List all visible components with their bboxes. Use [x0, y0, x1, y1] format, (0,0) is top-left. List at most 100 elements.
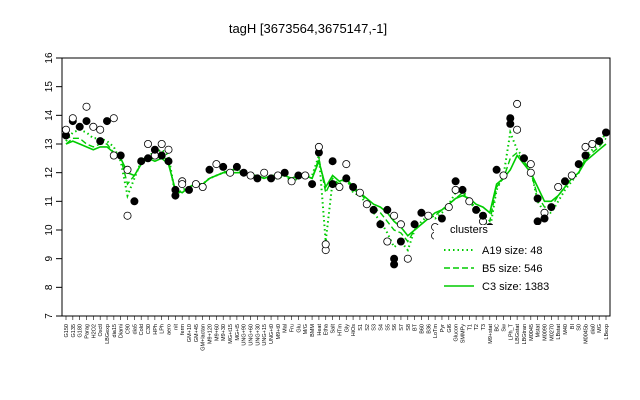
- data-point-filled: [205, 165, 214, 174]
- x-tick-label: S2: [365, 324, 371, 331]
- data-point-open: [444, 203, 453, 212]
- x-tick-label: Salt: [331, 324, 337, 334]
- y-tick-label: 10: [44, 224, 55, 236]
- data-point-filled: [396, 237, 405, 246]
- data-point-filled: [157, 151, 166, 160]
- x-tick-label: BI: [570, 324, 576, 330]
- data-point-filled: [308, 180, 317, 189]
- legend-entry-label: C3 size: 1383: [482, 281, 549, 293]
- x-tick-label: H2O2: [91, 324, 97, 338]
- x-tick-label: Fru: [290, 324, 296, 332]
- x-tick-label: M9+120: [208, 324, 214, 344]
- data-point-filled: [547, 203, 556, 212]
- x-tick-label: Oxctl: [98, 324, 104, 337]
- data-point-filled: [472, 205, 481, 214]
- y-tick-label: 7: [44, 313, 55, 319]
- data-point-open: [335, 182, 344, 191]
- data-point-open: [287, 177, 296, 186]
- data-point-filled: [561, 177, 570, 186]
- data-point-open: [355, 188, 364, 197]
- data-point-open: [62, 125, 71, 134]
- data-point-open: [123, 211, 132, 220]
- data-point-filled: [253, 174, 262, 183]
- x-tick-label: M0090: [542, 324, 548, 341]
- data-point-filled: [451, 177, 460, 186]
- data-point-filled: [506, 119, 515, 128]
- data-point-filled: [239, 168, 248, 177]
- x-tick-label: nit: [173, 324, 179, 330]
- data-point-filled: [492, 165, 501, 174]
- x-tick-label: GM+lactan: [201, 324, 207, 351]
- data-point-open: [178, 180, 187, 189]
- x-tick-label: T1: [467, 324, 473, 330]
- x-tick-label: G180: [78, 324, 84, 337]
- x-tick-label: Cold: [139, 324, 145, 335]
- data-point-filled: [458, 185, 467, 194]
- data-point-filled: [171, 191, 180, 200]
- x-tick-label: dia5: [132, 324, 138, 334]
- x-tick-label: HiOs: [351, 324, 357, 336]
- x-tick-label: dia15: [112, 324, 118, 337]
- x-tick-label: M9+t0: [276, 324, 282, 339]
- data-point-open: [526, 168, 535, 177]
- y-tick-label: 12: [44, 167, 55, 179]
- series-line-b5: [65, 137, 607, 243]
- data-point-open: [164, 145, 173, 154]
- x-tick-label: Mal: [283, 324, 289, 333]
- data-point-open: [96, 125, 105, 134]
- x-tick-label: Pyr: [440, 324, 446, 332]
- x-tick-label: GM+45: [194, 324, 200, 342]
- data-point-filled: [595, 137, 604, 146]
- x-tick-label: UNG+30: [255, 324, 261, 346]
- data-point-filled: [130, 197, 139, 206]
- x-tick-label: T2: [474, 324, 480, 330]
- data-point-open: [396, 220, 405, 229]
- x-tick-label: M9+stat: [488, 324, 494, 344]
- data-point-filled: [103, 117, 112, 126]
- y-tick-label: 13: [44, 138, 55, 150]
- x-tick-label: M0045b: [583, 324, 589, 344]
- data-point-filled: [533, 194, 542, 203]
- x-tick-label: LBGexp: [105, 324, 111, 344]
- x-tick-label: S0: [577, 324, 583, 331]
- x-tick-label: MG: [597, 324, 603, 333]
- data-point-open: [526, 160, 535, 169]
- data-point-filled: [574, 160, 583, 169]
- x-tick-label: M0045: [529, 324, 535, 341]
- x-tick-label: UNG+90: [242, 324, 248, 346]
- x-tick-label: LBstat: [556, 324, 562, 340]
- x-tick-label: M0270: [549, 324, 555, 341]
- data-point-filled: [150, 145, 159, 154]
- data-point-open: [383, 237, 392, 246]
- data-point-filled: [116, 151, 125, 160]
- data-point-filled: [328, 180, 337, 189]
- data-point-open: [321, 240, 330, 249]
- x-tick-label: SMMPy: [460, 324, 466, 344]
- data-point-filled: [280, 168, 289, 177]
- data-point-filled: [294, 171, 303, 180]
- legend: clusters A19 size: 48 B5 size: 546 C3 size…: [434, 224, 584, 298]
- series-line-c3: [65, 140, 607, 237]
- x-tick-label: S6: [392, 324, 398, 331]
- x-tick-label: S3: [372, 324, 378, 331]
- x-tick-label: HPh: [153, 324, 159, 335]
- data-point-open: [109, 114, 118, 123]
- data-point-filled: [349, 182, 358, 191]
- data-point-filled: [164, 157, 173, 166]
- data-point-filled: [342, 174, 351, 183]
- data-point-filled: [328, 157, 337, 166]
- data-point-open: [109, 151, 118, 160]
- x-tick-label: C30: [146, 324, 152, 334]
- data-point-filled: [417, 208, 426, 217]
- x-tick-label: aero: [167, 324, 173, 335]
- data-point-filled: [410, 220, 419, 229]
- data-point-filled: [540, 214, 549, 223]
- data-point-filled: [267, 174, 276, 183]
- data-point-open: [581, 142, 590, 151]
- data-point-open: [451, 185, 460, 194]
- data-point-open: [191, 180, 200, 189]
- legend-entry-label: B5 size: 546: [482, 263, 543, 275]
- data-point-filled: [533, 217, 542, 226]
- x-tick-label: M40: [563, 324, 569, 335]
